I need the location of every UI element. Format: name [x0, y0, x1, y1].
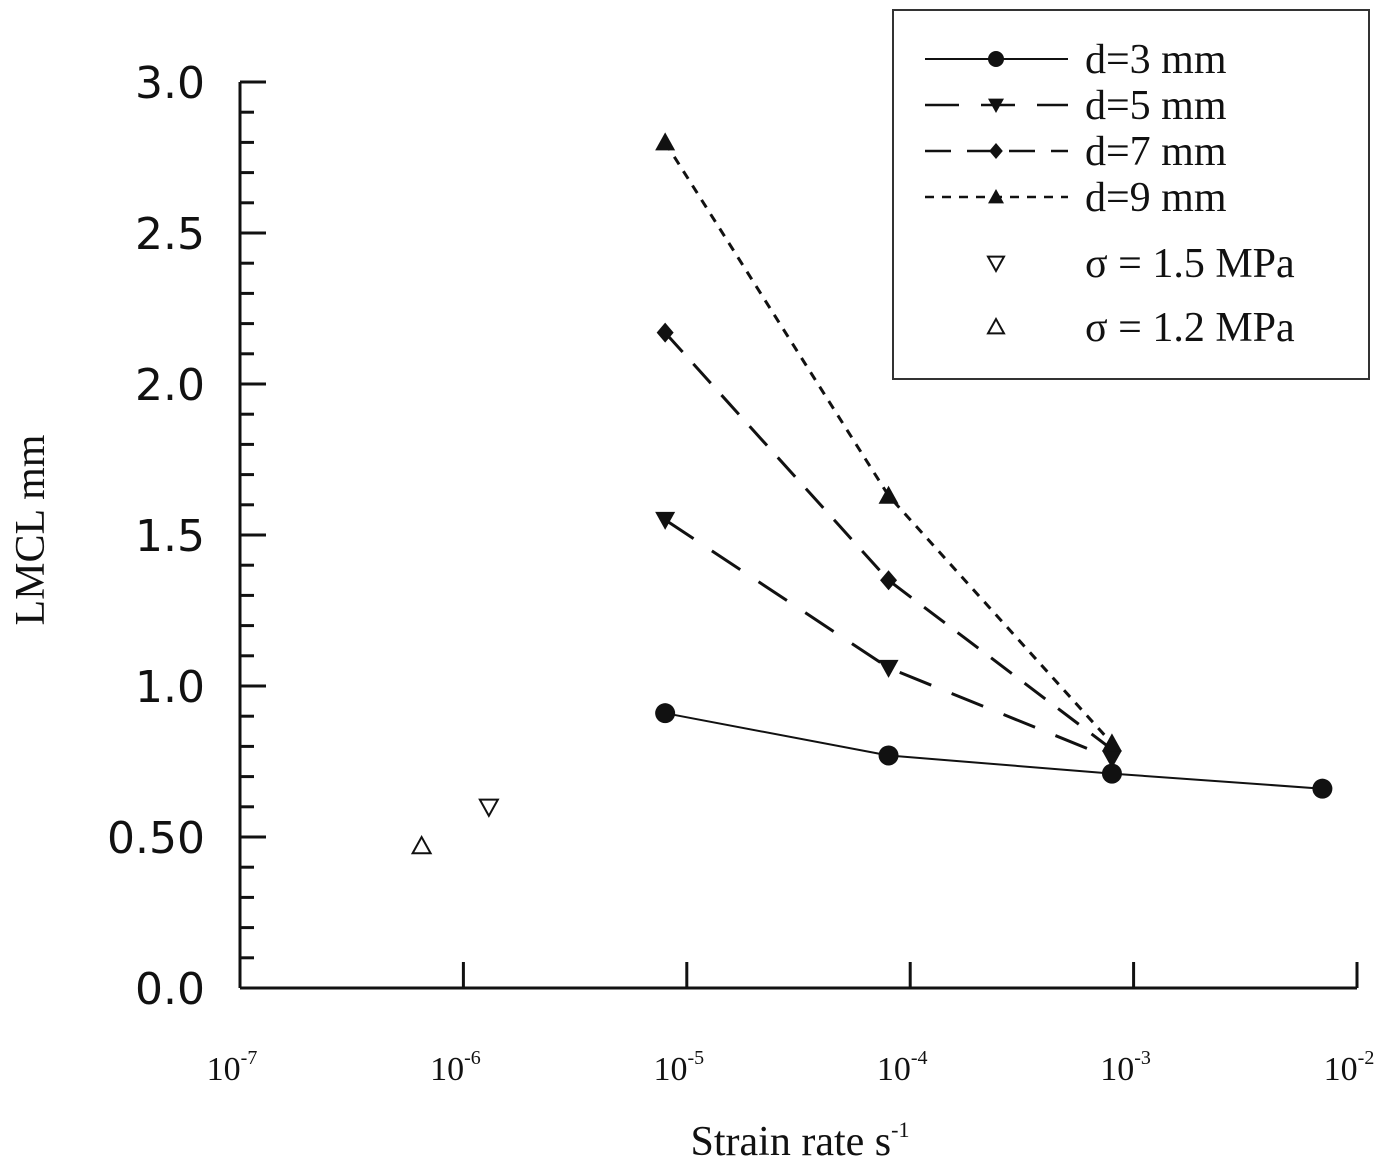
series-line — [665, 712, 1323, 790]
x-axis-ticks: 10-7 10-6 10-5 10-4 10-3 10-2 — [207, 962, 1375, 1088]
x-tick-base: 10 — [1324, 1051, 1358, 1088]
x-tick-label: 10-7 — [207, 1047, 258, 1088]
data-point — [878, 745, 899, 766]
y-tick-label: 3.0 — [135, 58, 205, 109]
x-axis-title: Strain rate s-1 — [691, 1117, 910, 1165]
legend-marker — [988, 189, 1004, 204]
x-axis-title-exponent: -1 — [891, 1117, 909, 1142]
data-point — [655, 703, 676, 724]
data-point — [878, 485, 899, 504]
x-tick-label: 10-5 — [653, 1047, 704, 1088]
data-point — [1101, 763, 1122, 784]
series-1 — [655, 703, 1333, 799]
y-tick-label: 0.0 — [135, 964, 205, 1015]
series-5 — [478, 798, 500, 818]
x-tick-exponent: -5 — [687, 1047, 704, 1069]
data-point — [410, 835, 433, 855]
legend-marker — [988, 51, 1004, 67]
series-4 — [655, 132, 1122, 752]
x-tick-label: 10-2 — [1324, 1047, 1375, 1088]
x-tick-exponent: -6 — [464, 1047, 481, 1069]
y-tick-label: 1.5 — [135, 511, 205, 562]
y-axis-title: LMCL mm — [8, 434, 54, 625]
legend-marker — [986, 316, 1006, 335]
legend-label: d=5 mm — [1085, 83, 1227, 129]
legend-label: σ = 1.2 MPa — [1085, 305, 1295, 351]
legend-marker — [989, 143, 1003, 159]
data-point — [1312, 778, 1333, 799]
series-layer — [410, 132, 1333, 855]
legend-marker — [986, 255, 1006, 274]
x-tick-base: 10 — [653, 1051, 687, 1088]
data-point — [1101, 750, 1122, 769]
legend-label: d=3 mm — [1085, 37, 1227, 83]
legend-entry: σ = 1.2 MPa — [986, 305, 1295, 351]
y-tick-label: 2.0 — [135, 360, 205, 411]
series-line — [664, 518, 1113, 760]
legend: d=3 mmd=5 mmd=7 mmd=9 mm σ = 1.5 MPa σ = 1… — [892, 9, 1370, 380]
x-tick-label: 10-4 — [877, 1047, 928, 1088]
data-point — [655, 132, 676, 151]
x-tick-base: 10 — [1100, 1051, 1134, 1088]
legend-entry: d=9 mm — [925, 175, 1227, 221]
legend-entry: d=7 mm — [925, 129, 1227, 175]
data-point — [656, 322, 674, 343]
series-2 — [655, 511, 1122, 769]
data-point — [655, 511, 676, 530]
x-tick-exponent: -2 — [1358, 1047, 1375, 1069]
y-tick-label: 2.5 — [135, 209, 205, 260]
legend-marker — [988, 98, 1004, 113]
legend-entry: d=5 mm — [925, 83, 1227, 129]
x-tick-exponent: -3 — [1134, 1047, 1151, 1069]
legend-entry: σ = 1.5 MPa — [986, 241, 1295, 287]
series-line — [663, 141, 1114, 745]
x-tick-base: 10 — [877, 1051, 911, 1088]
x-tick-base: 10 — [207, 1051, 241, 1088]
legend-label: d=9 mm — [1085, 175, 1227, 221]
y-tick-label: 0.50 — [107, 813, 205, 864]
y-axis-ticks: 0.0 0.50 1.0 1.5 2.0 2.5 3.0 — [107, 58, 266, 1015]
data-point — [878, 659, 899, 678]
x-tick-exponent: -4 — [911, 1047, 928, 1069]
x-tick-exponent: -7 — [241, 1047, 258, 1069]
series-3 — [656, 322, 1121, 760]
series-line — [664, 331, 1113, 751]
series-6 — [410, 835, 433, 855]
legend-label: d=7 mm — [1085, 129, 1227, 175]
legend-entry: d=3 mm — [925, 37, 1227, 83]
data-point — [478, 798, 500, 818]
x-tick-label: 10-3 — [1100, 1047, 1151, 1088]
legend-box — [892, 9, 1370, 380]
y-tick-label: 1.0 — [135, 662, 205, 713]
x-tick-base: 10 — [430, 1051, 464, 1088]
data-point — [880, 570, 898, 591]
x-tick-label: 10-6 — [430, 1047, 481, 1088]
legend-label: σ = 1.5 MPa — [1085, 241, 1295, 287]
x-axis-title-text: Strain rate s — [691, 1119, 892, 1165]
data-point — [1101, 733, 1122, 752]
